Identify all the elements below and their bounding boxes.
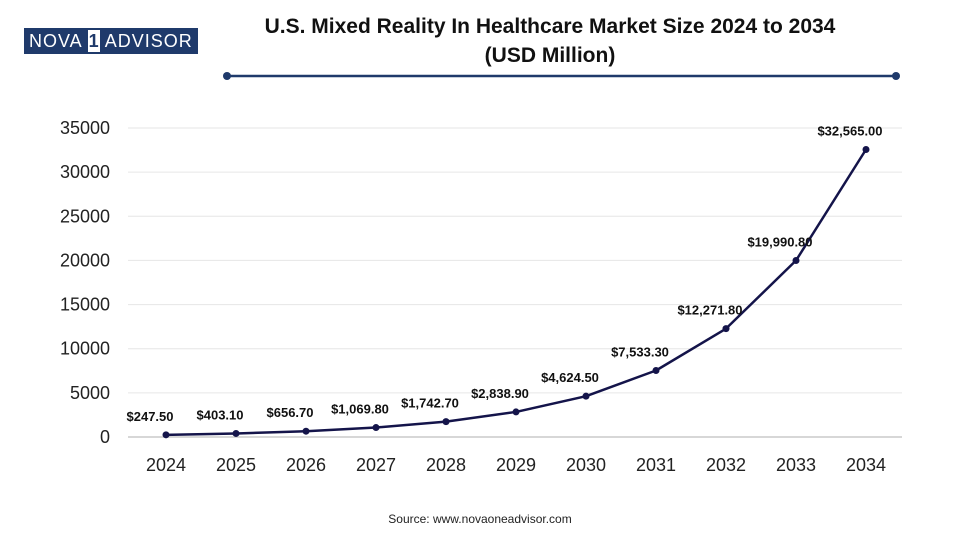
data-label: $403.10	[197, 407, 244, 422]
data-point	[722, 325, 730, 333]
chart-title: U.S. Mixed Reality In Healthcare Market …	[160, 12, 940, 70]
y-tick-label: 30000	[60, 162, 110, 182]
x-tick-label: 2031	[636, 455, 676, 475]
x-tick-label: 2024	[146, 455, 186, 475]
data-point	[372, 424, 380, 432]
brand-logo-nova: NOVA	[25, 29, 87, 53]
title-underline-dot-left	[223, 72, 231, 80]
data-label: $2,838.90	[471, 386, 529, 401]
title-underline-dot-right	[892, 72, 900, 80]
data-labels: $247.50 $403.10 $656.70 $1,069.80 $1,742.70 $…	[127, 123, 883, 423]
data-point	[652, 366, 660, 374]
x-tick-label: 2034	[846, 455, 886, 475]
source-note: Source: www.novaoneadvisor.com	[388, 512, 572, 526]
data-label: $4,624.50	[541, 370, 599, 385]
data-label: $12,271.80	[677, 303, 742, 318]
x-tick-label: 2030	[566, 455, 606, 475]
data-label: $7,533.30	[611, 344, 669, 359]
y-tick-label: 0	[100, 427, 110, 447]
y-axis-ticks: 0 5000 10000 15000 20000 25000 30000 35000	[60, 118, 110, 447]
x-tick-label: 2028	[426, 455, 466, 475]
chart-title-line1: U.S. Mixed Reality In Healthcare Market …	[264, 15, 836, 38]
x-tick-label: 2033	[776, 455, 816, 475]
data-points	[162, 145, 870, 439]
data-label: $32,565.00	[817, 123, 882, 138]
chart-title-line2: (USD Million)	[484, 44, 616, 67]
data-point	[162, 431, 170, 439]
data-point	[862, 145, 870, 153]
title-underline-group	[223, 72, 900, 80]
y-tick-label: 35000	[60, 118, 110, 138]
y-tick-label: 5000	[70, 383, 110, 403]
x-tick-label: 2027	[356, 455, 396, 475]
data-label: $1,742.70	[401, 396, 459, 411]
x-axis: 2024 2025 2026 2027 2028 2029 2030 2031 2032 2033…	[128, 436, 902, 475]
gridlines	[128, 127, 902, 394]
data-point	[302, 427, 310, 435]
brand-logo-one: 1	[86, 29, 101, 53]
data-label: $19,990.80	[747, 235, 812, 250]
x-tick-label: 2025	[216, 455, 256, 475]
data-label: $656.70	[267, 405, 314, 420]
data-label: $247.50	[127, 409, 174, 424]
brand-logo-advisor: ADVISOR	[100, 29, 197, 53]
data-point	[792, 257, 800, 265]
data-label: $1,069.80	[331, 402, 389, 417]
x-tick-label: 2032	[706, 455, 746, 475]
data-point	[232, 429, 240, 437]
x-tick-label: 2029	[496, 455, 536, 475]
y-tick-label: 25000	[60, 206, 110, 226]
data-point	[442, 418, 450, 426]
data-point	[582, 392, 590, 400]
y-tick-label: 20000	[60, 250, 110, 270]
y-tick-label: 10000	[60, 339, 110, 359]
x-tick-label: 2026	[286, 455, 326, 475]
y-tick-label: 15000	[60, 295, 110, 315]
brand-logo: NOVA 1 ADVISOR	[24, 28, 198, 54]
data-point	[512, 408, 520, 416]
